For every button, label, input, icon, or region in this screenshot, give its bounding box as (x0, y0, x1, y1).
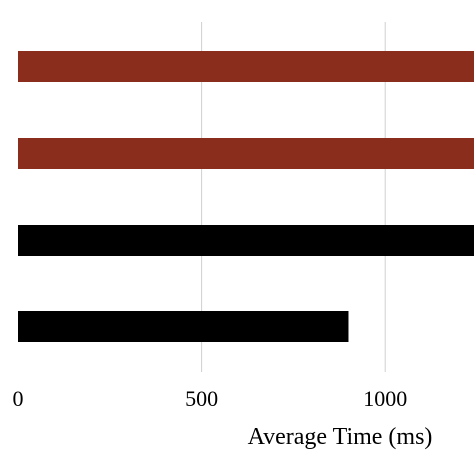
bar-3 (18, 225, 474, 256)
x-tick-label-1000: 1000 (363, 386, 407, 411)
bar-2 (18, 138, 474, 169)
x-tick-labels: 05001000150020002500 (13, 386, 408, 411)
bar-1 (18, 51, 474, 82)
bar-4 (18, 311, 349, 342)
x-tick-label-500: 500 (185, 386, 218, 411)
x-tick-label-0: 0 (13, 386, 24, 411)
x-axis-label: Average Time (ms) (248, 424, 433, 450)
bars (18, 51, 474, 342)
